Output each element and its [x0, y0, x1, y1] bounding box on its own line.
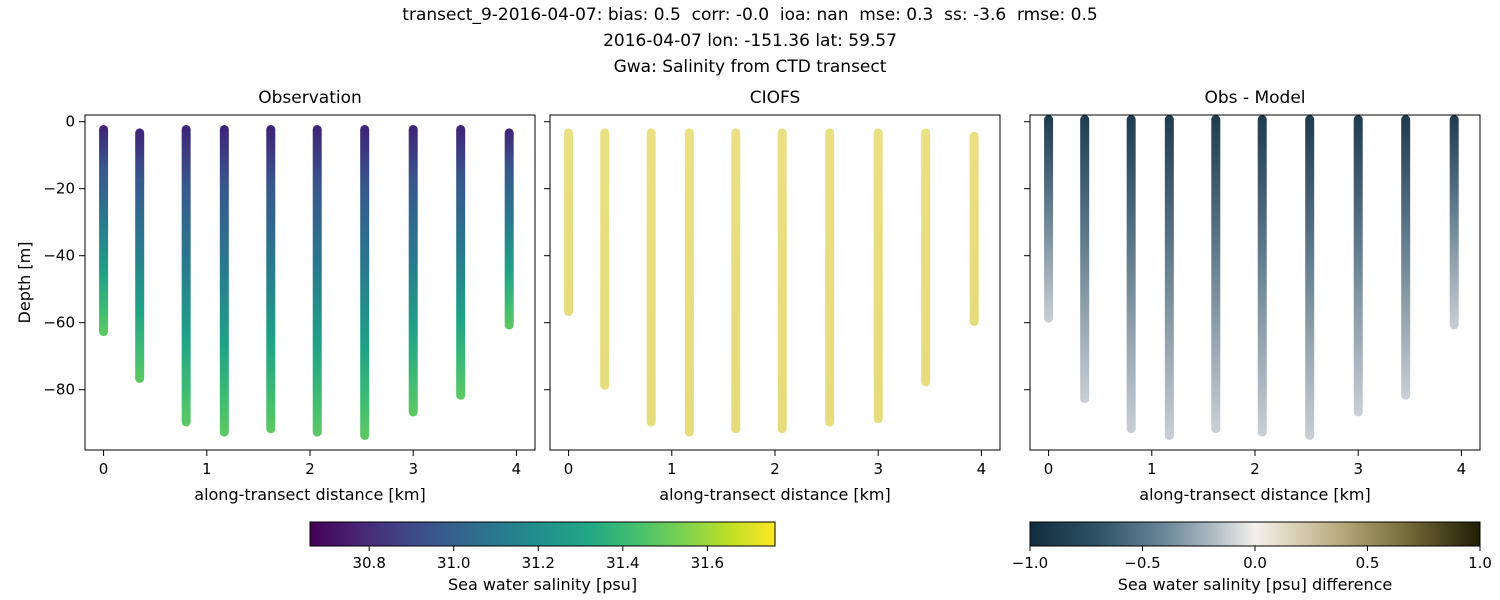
colorbar-label: Sea water salinity [psu] difference [1118, 575, 1393, 594]
colorbar-gradient [309, 521, 776, 547]
x-tick-label: 0 [99, 460, 109, 478]
colorbar-2: −1.0 −0.5 0.0 0.5 1.0 Sea water salinity [psu… [1012, 521, 1492, 594]
axes-frame [84, 114, 536, 451]
profile-column [873, 128, 883, 424]
profile-column [600, 128, 610, 390]
x-tick-label: 0 [1044, 460, 1054, 478]
profile-column [504, 128, 514, 330]
panel-2: 0 1 2 3 4 CIOFS along-transect distance [km] [544, 88, 1001, 504]
y-tick-label: −40 [43, 247, 75, 265]
colorbar-tick-label: 0.0 [1243, 554, 1267, 572]
profile-column [1449, 115, 1459, 330]
x-tick-label: 4 [1457, 460, 1467, 478]
colorbar-tick-label: −1.0 [1012, 554, 1048, 572]
profile-column [825, 128, 835, 427]
profile-column [219, 125, 229, 437]
x-tick-label: 3 [1353, 460, 1363, 478]
x-tick-label: 3 [873, 460, 883, 478]
figure-title-stats: transect_9-2016-04-07: bias: 0.5 corr: -… [402, 5, 1098, 25]
profile-column [777, 128, 787, 434]
profile-column [1257, 115, 1267, 437]
profile-column [456, 125, 466, 400]
panel-title: CIOFS [750, 88, 801, 108]
profile-column [1080, 115, 1090, 404]
x-tick-label: 4 [977, 460, 987, 478]
axes-frame [549, 114, 1001, 451]
profile-column [266, 125, 276, 434]
panel-title: Obs - Model [1204, 88, 1305, 108]
x-tick-label: 1 [667, 460, 677, 478]
profile-column [99, 125, 109, 337]
colorbar-tick-label: 31.4 [606, 554, 639, 572]
colorbar-1: 30.8 31.0 31.2 31.4 31.6 Sea water salinity [… [309, 521, 776, 594]
profile-column [564, 128, 574, 316]
panel-3: 0 1 2 3 4 Obs - Model along-transect distance … [1024, 88, 1481, 504]
profile-column [1305, 115, 1315, 440]
x-tick-label: 2 [1250, 460, 1260, 478]
y-tick-label: −60 [43, 314, 75, 332]
y-tick-label: −80 [43, 381, 75, 399]
x-tick-label: 4 [512, 460, 522, 478]
profile-column [360, 125, 370, 440]
panel-1: 0 1 2 3 4 0 −20 −40 −60 −80 Observation along-trans… [15, 88, 536, 504]
y-axis-label: Depth [m] [15, 242, 34, 324]
profile-column [1164, 115, 1174, 440]
colorbar-label: Sea water salinity [psu] [448, 575, 637, 594]
profile-column [684, 128, 694, 437]
profile-column [921, 128, 931, 387]
colorbar-gradient [1029, 521, 1481, 547]
figure-title-location: 2016-04-07 lon: -151.36 lat: 59.57 [603, 31, 897, 51]
x-axis-label: along-transect distance [km] [659, 485, 890, 504]
profile-column [181, 125, 191, 427]
colorbar-tick-label: 31.2 [522, 554, 555, 572]
figure-title-variable: Gwa: Salinity from CTD transect [613, 57, 887, 77]
profile-column [1044, 115, 1054, 323]
colorbar-tick-label: −0.5 [1124, 554, 1160, 572]
profile-column [135, 128, 145, 383]
colorbar-tick-label: 30.8 [352, 554, 385, 572]
x-tick-label: 0 [564, 460, 574, 478]
profile-column [1401, 115, 1411, 400]
panel-title: Observation [258, 88, 362, 108]
y-tick-label: −20 [43, 180, 75, 198]
profile-column [731, 128, 741, 434]
profile-column [312, 125, 322, 437]
x-tick-label: 1 [1147, 460, 1157, 478]
colorbar-tick-label: 31.0 [437, 554, 470, 572]
profile-column [1126, 115, 1136, 434]
x-axis-label: along-transect distance [km] [1139, 485, 1370, 504]
x-tick-label: 3 [408, 460, 418, 478]
profile-column [646, 128, 656, 427]
x-axis-label: along-transect distance [km] [194, 485, 425, 504]
profile-column [1211, 115, 1221, 434]
x-tick-label: 2 [770, 460, 780, 478]
y-tick-label: 0 [65, 113, 75, 131]
profile-column [1353, 115, 1363, 417]
profile-column [408, 125, 418, 417]
profile-column [969, 131, 979, 327]
axes-frame [1029, 114, 1481, 451]
colorbar-tick-label: 31.6 [691, 554, 724, 572]
colorbar-tick-label: 0.5 [1356, 554, 1380, 572]
x-tick-label: 2 [305, 460, 315, 478]
colorbar-tick-label: 1.0 [1468, 554, 1492, 572]
x-tick-label: 1 [202, 460, 212, 478]
